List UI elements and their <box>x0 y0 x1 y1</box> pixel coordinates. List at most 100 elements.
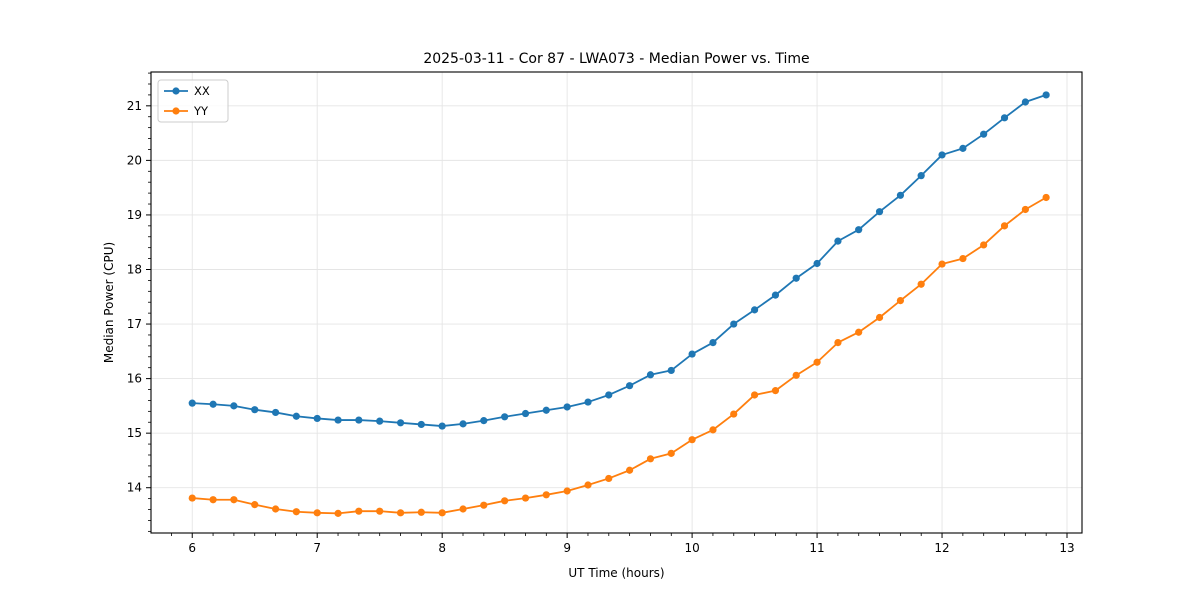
series-xx-marker <box>355 416 363 424</box>
x-tick-label: 7 <box>313 541 321 555</box>
series-xx-marker <box>1021 98 1029 106</box>
series-yy-marker <box>501 497 509 505</box>
series-xx <box>188 91 1050 430</box>
legend-xx-label: XX <box>194 84 210 98</box>
series-xx-marker <box>709 338 717 347</box>
series-xx-marker <box>292 412 300 420</box>
plot-border <box>150 71 1083 534</box>
series-xx-marker <box>646 371 655 379</box>
series-yy-marker <box>750 391 759 399</box>
x-tick-label: 13 <box>1059 541 1074 555</box>
y-tick-label: 15 <box>127 426 142 440</box>
series-yy-marker <box>688 436 696 444</box>
series-yy-marker <box>709 426 717 434</box>
y-tick-label: 19 <box>127 208 142 222</box>
y-tick-label: 17 <box>127 317 142 331</box>
series-xx-marker <box>605 391 613 399</box>
series-xx-marker <box>855 226 863 234</box>
series-xx-marker <box>521 409 530 418</box>
series-yy-marker <box>251 501 259 509</box>
series-yy-marker <box>480 501 488 509</box>
series-yy-marker <box>334 509 342 517</box>
series-xx-marker <box>667 366 675 375</box>
series-yy-marker <box>271 505 280 513</box>
series-yy-marker <box>1000 222 1009 230</box>
series-xx-marker <box>792 274 800 282</box>
x-axis: 6 7 8 9 10 11 12 13 <box>188 533 1075 555</box>
y-tick-label: 16 <box>127 372 142 386</box>
series-yy-marker <box>605 474 613 483</box>
series-yy-marker <box>1042 193 1050 202</box>
series-xx-marker <box>584 398 592 406</box>
y-tick-label: 14 <box>127 481 142 495</box>
series-xx-marker <box>750 306 759 314</box>
series-yy-marker <box>438 509 446 517</box>
legend: XX YY <box>157 79 229 123</box>
series-yy-marker <box>521 494 530 502</box>
series-xx-marker <box>1000 114 1009 122</box>
legend-yy-marker <box>172 107 180 115</box>
legend-yy-label: YY <box>193 104 209 118</box>
series-yy-marker <box>209 496 217 504</box>
series-xx-marker <box>501 413 509 421</box>
series-yy-marker <box>896 296 905 305</box>
series-yy-marker <box>626 466 634 474</box>
series-xx-marker <box>688 350 696 358</box>
series-xx-marker <box>834 237 842 245</box>
y-axis: 14 15 16 17 18 19 20 21 <box>127 99 151 495</box>
series-yy-marker <box>771 387 780 395</box>
series-xx-marker <box>813 259 821 268</box>
series-yy-marker <box>792 371 800 379</box>
series-xx-marker <box>334 416 342 424</box>
series-yy-marker <box>355 507 363 515</box>
grid <box>151 72 1082 533</box>
y-tick-label: 20 <box>127 153 142 167</box>
series-xx-marker <box>980 130 988 138</box>
series-yy-marker <box>959 254 967 263</box>
series-yy-marker <box>292 508 300 516</box>
series-xx-marker <box>771 291 780 299</box>
series-yy-marker <box>542 491 550 499</box>
series-xx-marker <box>896 191 905 199</box>
series-yy-marker <box>396 509 405 517</box>
series-yy <box>188 193 1050 517</box>
series-yy-marker <box>584 481 592 489</box>
series-xx-marker <box>626 382 634 390</box>
series-xx-marker <box>542 406 550 414</box>
series-yy-marker <box>417 508 425 516</box>
series-yy-marker <box>834 338 842 347</box>
x-tick-label: 9 <box>563 541 571 555</box>
series-xx-marker <box>480 417 488 425</box>
series-yy-marker <box>1021 205 1029 214</box>
series-xx-marker <box>417 420 425 429</box>
x-tick-label: 8 <box>438 541 446 555</box>
series-xx-marker <box>396 419 405 427</box>
series-yy-marker <box>313 509 321 517</box>
series-yy-marker <box>855 328 863 336</box>
y-tick-label: 21 <box>127 99 142 113</box>
series-xx-marker <box>271 408 280 417</box>
series-yy-marker <box>730 410 738 418</box>
series-xx-marker <box>1042 91 1050 99</box>
x-tick-label: 10 <box>684 541 699 555</box>
series-xx-marker <box>917 172 925 180</box>
legend-box <box>157 79 229 123</box>
series-yy-marker <box>646 455 655 463</box>
series-yy-marker <box>376 507 384 515</box>
y-tick-label: 18 <box>127 262 142 276</box>
series-yy-marker <box>980 241 988 249</box>
series-yy-marker <box>667 449 675 457</box>
series-xx-marker <box>459 420 467 428</box>
series-xx-marker <box>376 417 384 425</box>
series-yy-marker <box>563 487 571 495</box>
series-yy-marker <box>938 260 946 268</box>
series-yy-marker <box>459 505 467 513</box>
series-xx-marker <box>563 403 571 411</box>
minor-ticks <box>148 72 1047 536</box>
series-xx-marker <box>959 144 967 152</box>
series-yy-marker <box>230 496 238 504</box>
chart-title: 2025-03-11 - Cor 87 - LWA073 - Median Po… <box>423 51 809 67</box>
series-xx-marker <box>230 402 238 410</box>
